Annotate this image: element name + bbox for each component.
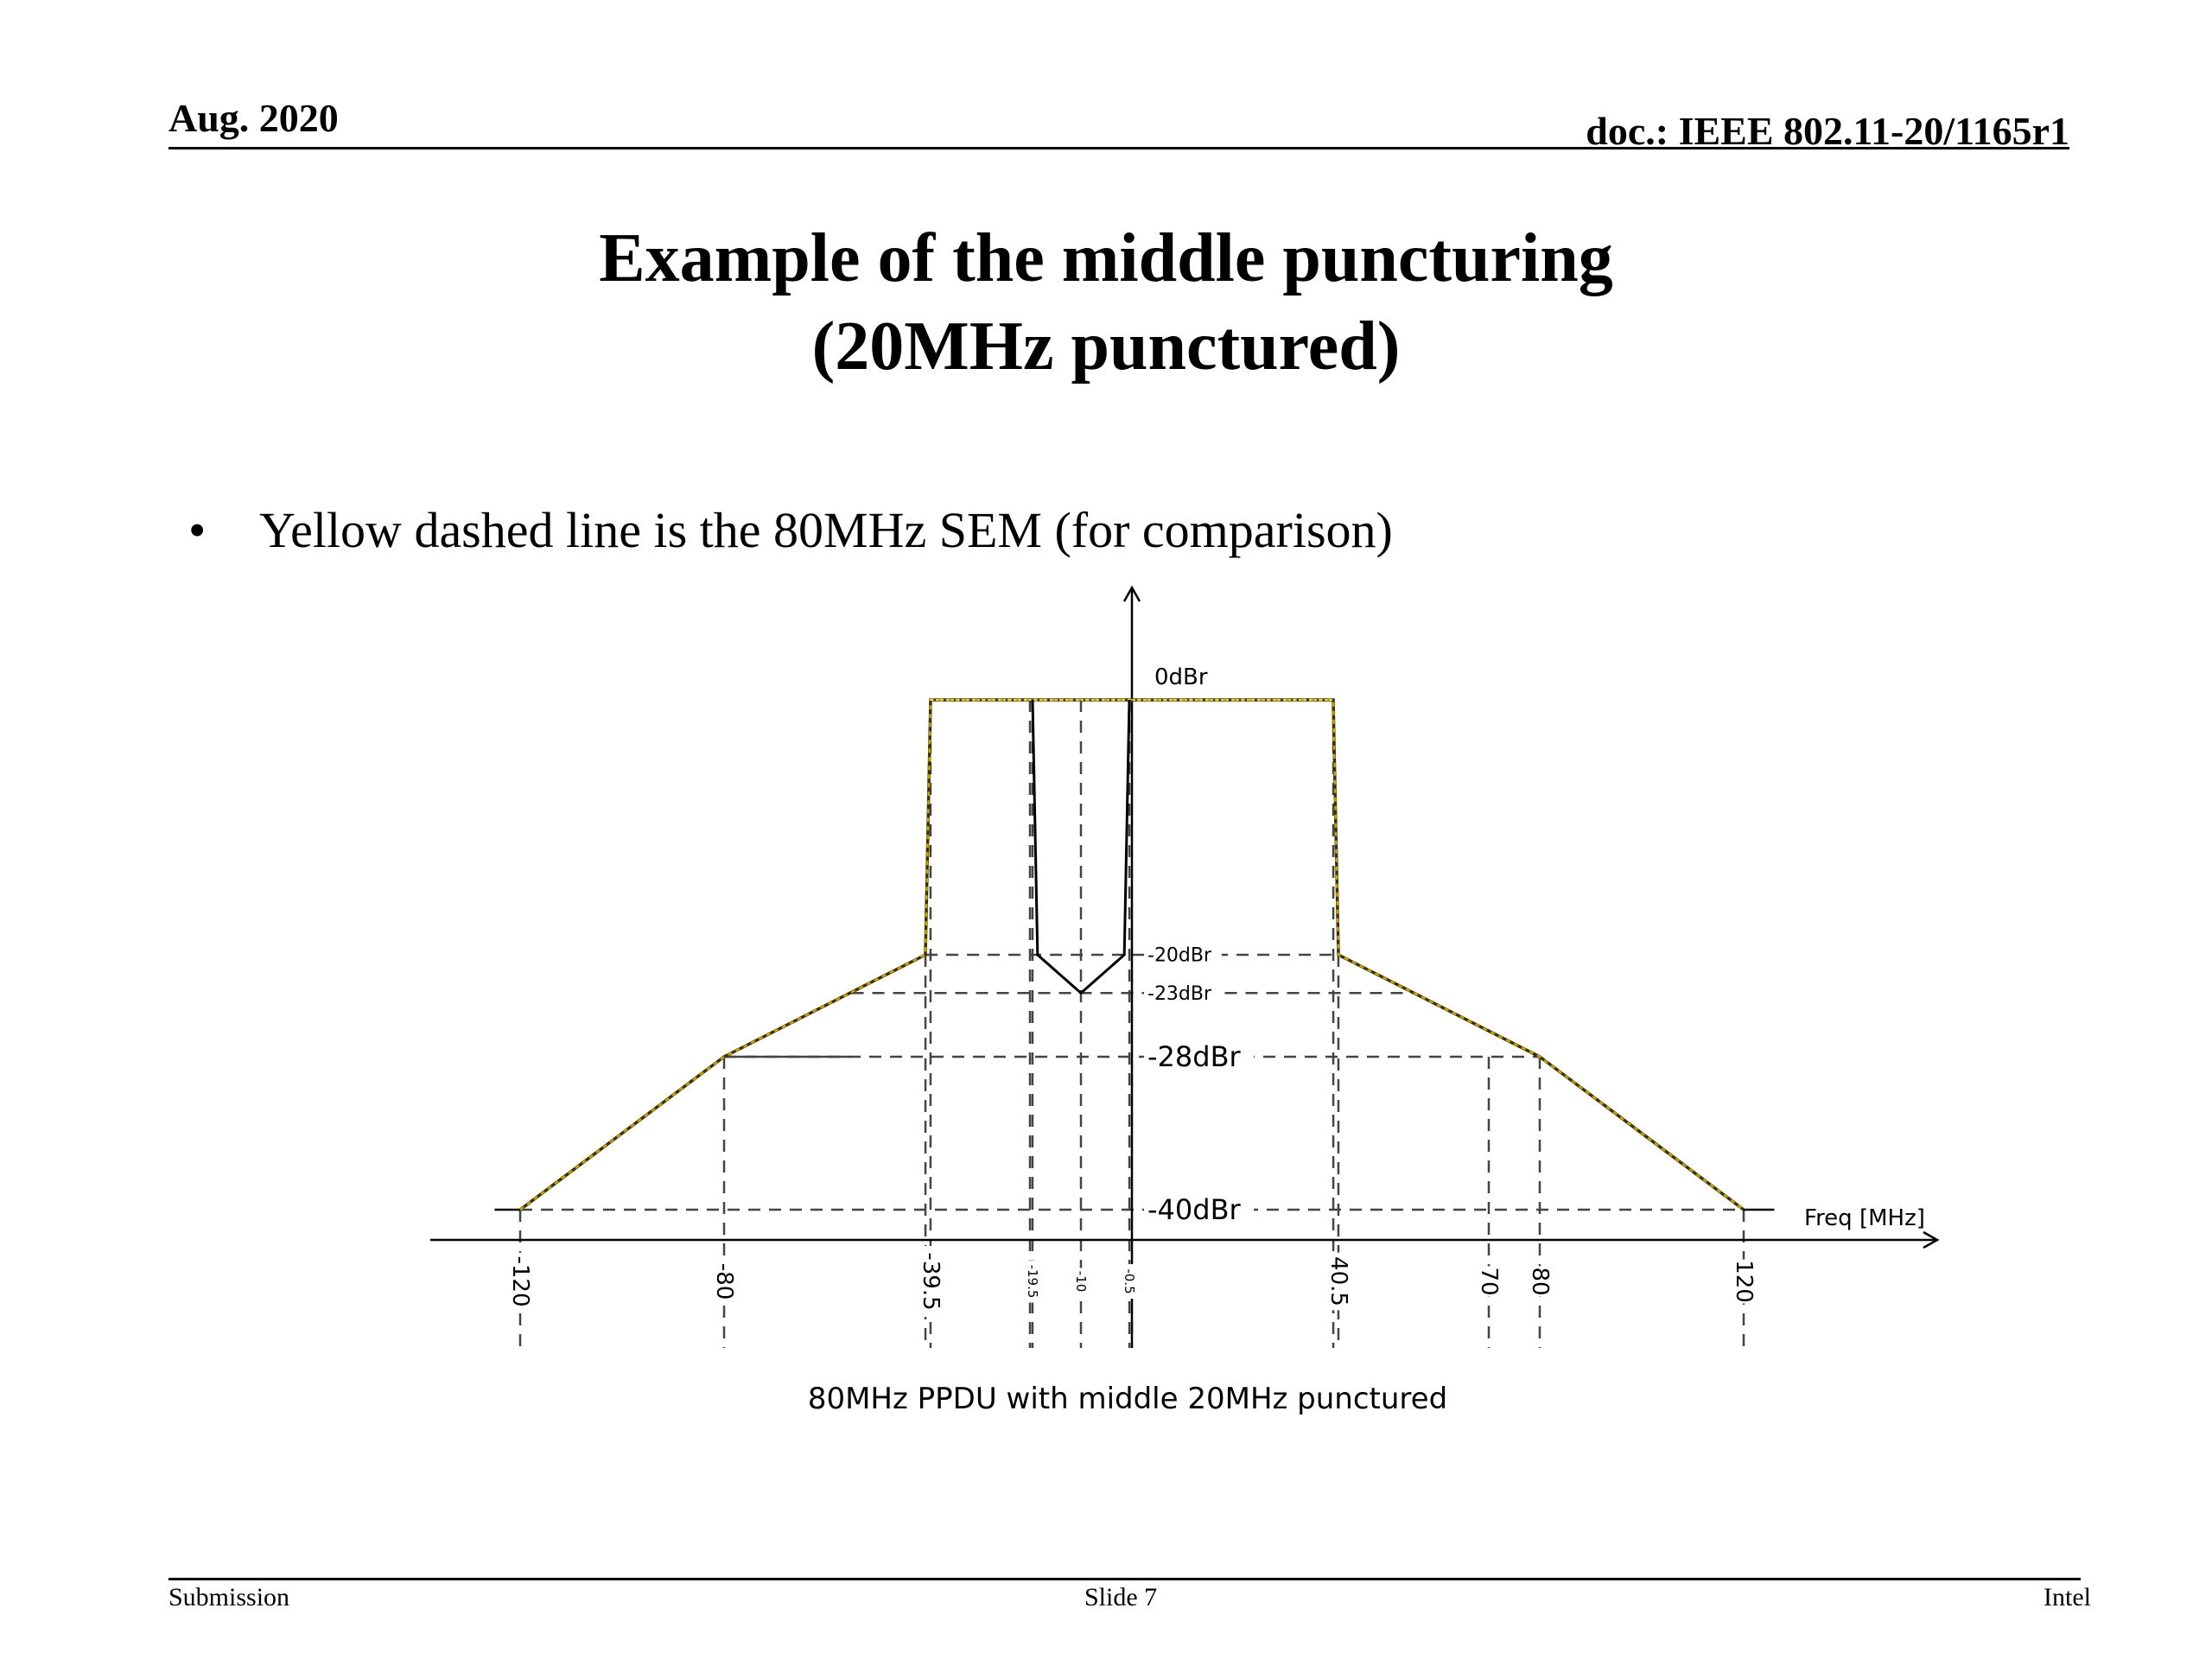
bullet-text: Yellow dashed line is the 80MHz SEM (for…	[259, 502, 1393, 558]
x-tick-label: 80	[1527, 1267, 1553, 1295]
slide-title-line2: (20MHz punctured)	[811, 308, 1401, 385]
chart-labels: 0dBr-20dBr-23dBr-28dBr-40dBr-120-80-40.5…	[506, 664, 1925, 1416]
y-level-backing	[1144, 1039, 1255, 1074]
y-level-label: -23dBr	[1147, 983, 1212, 1005]
footer-rule	[168, 1578, 2081, 1580]
y-level-backing	[1144, 943, 1222, 967]
axes	[430, 585, 1940, 1348]
y-level-backing	[1144, 982, 1222, 1005]
x-tick-backing	[1325, 1252, 1352, 1311]
x-tick-label: -0.5	[1122, 1268, 1137, 1294]
x-tick-label: 70	[1476, 1267, 1502, 1295]
sem80-dashed-line	[519, 698, 1745, 1211]
x-tick-backing	[1526, 1266, 1554, 1297]
x-axis-arrow	[1923, 1230, 1940, 1249]
y-level-label: 0dBr	[1154, 664, 1208, 690]
footer-company: Intel	[2044, 1583, 2091, 1611]
x-tick-label: -10	[1073, 1271, 1089, 1293]
x-tick-backing	[917, 1246, 944, 1317]
footer-submission: Submission	[168, 1583, 290, 1611]
chart-caption: 80MHz PPDU with middle 20MHz punctured	[808, 1382, 1447, 1416]
y-axis-arrow	[1122, 585, 1141, 602]
x-tick-backing	[1475, 1266, 1503, 1297]
x-axis-label: Freq [MHz]	[1804, 1205, 1925, 1231]
y-level-label: -40dBr	[1147, 1193, 1242, 1226]
header-rule	[168, 147, 2069, 149]
x-tick-label: -39.5	[918, 1252, 944, 1310]
series-lines	[518, 698, 1745, 1211]
x-tick-label: 40.5	[1325, 1256, 1351, 1306]
x-tick-backing	[1073, 1268, 1089, 1295]
x-tick-backing	[710, 1259, 738, 1304]
x-tick-label: -80	[711, 1263, 737, 1300]
y-level-label: -20dBr	[1147, 945, 1212, 967]
x-tick-backing	[1730, 1259, 1758, 1304]
bullet-item: • Yellow dashed line is the 80MHz SEM (fo…	[188, 501, 1393, 559]
x-tick-label: -120	[507, 1255, 533, 1306]
header-doc-id: doc.: IEEE 802.11-20/1165r1	[1586, 109, 2069, 153]
x-tick-backing	[506, 1252, 534, 1311]
y-level-label: -28dBr	[1147, 1040, 1242, 1073]
bullet-dot: •	[188, 502, 207, 558]
slide-title-line1: Example of the middle puncturing	[599, 220, 1613, 296]
x-tick-label: 120	[1731, 1260, 1757, 1303]
x-tick-backing	[1122, 1264, 1138, 1299]
header-date: Aug. 2020	[168, 96, 339, 140]
x-tick-label: -19.5	[1025, 1265, 1040, 1299]
y-level-backing	[1144, 1192, 1255, 1227]
punctured-mask-line-1	[1031, 699, 1131, 995]
slide-title: Example of the middle puncturing (20MHz …	[0, 214, 2212, 391]
x-tick-backing	[1024, 1260, 1040, 1303]
footer-slide-number: Slide 7	[1084, 1583, 1158, 1611]
